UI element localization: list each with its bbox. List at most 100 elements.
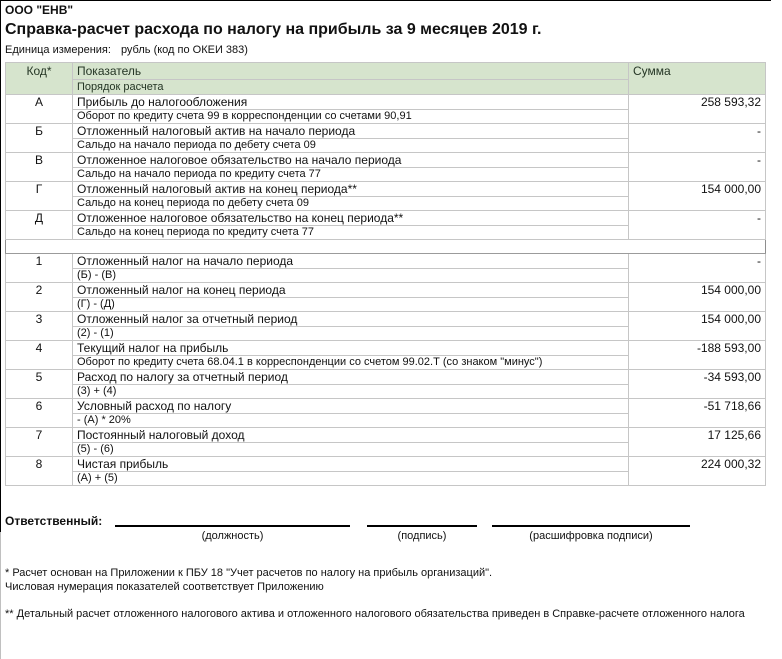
unit-label: Единица измерения:	[5, 44, 111, 56]
row-calc-order: (3) + (4)	[72, 384, 629, 399]
column-header-calc-order: Порядок расчета	[72, 79, 629, 95]
row-calc-order: Сальдо на начало периода по дебету счета…	[72, 138, 629, 153]
table-row-main: 4 Текущий налог на прибыль -188 593,00	[5, 340, 766, 370]
signature-col-name: (расшифровка подписи)	[492, 514, 690, 542]
signature-line-name	[492, 525, 690, 527]
page-left-border	[0, 0, 1, 532]
unit-value: рубль (код по ОКЕИ 383)	[120, 44, 248, 56]
row-indicator: Отложенный налоговый актив на начало пер…	[72, 123, 629, 139]
row-code: 1	[5, 253, 73, 283]
page-top-border	[0, 0, 771, 1]
column-header-sum: Сумма	[628, 62, 766, 95]
row-sum: 17 125,66	[628, 427, 766, 457]
table-row-main: Д Отложенное налоговое обязательство на к…	[5, 210, 766, 240]
row-calc-order: - (А) * 20%	[72, 413, 629, 428]
table-row-main: 6 Условный расход по налогу -51 718,66	[5, 398, 766, 428]
signature-caption-name: (расшифровка подписи)	[529, 530, 653, 542]
row-calc-order: (5) - (6)	[72, 442, 629, 457]
signature-section: Ответственный: (должность) (подпись) (ра…	[5, 514, 782, 542]
row-indicator: Отложенное налоговое обязательство на на…	[72, 152, 629, 168]
signature-col-signature: (подпись)	[367, 514, 477, 542]
table-row-main: 5 Расход по налогу за отчетный период -34 …	[5, 369, 766, 399]
table-row-main: 2 Отложенный налог на конец периода 154 00…	[5, 282, 766, 312]
table-row-main: В Отложенное налоговое обязательство на н…	[5, 152, 766, 182]
company-name: ООО "ЕНВ"	[5, 3, 74, 17]
unit-of-measure-line: Единица измерения: рубль (код по ОКЕИ 383…	[5, 44, 782, 57]
row-code: 3	[5, 311, 73, 341]
row-code: А	[5, 94, 73, 124]
table-row-main: А Прибыль до налогообложения 258 593,32	[5, 94, 766, 124]
row-code: 8	[5, 456, 73, 486]
row-code: В	[5, 152, 73, 182]
signature-line-position	[115, 525, 350, 527]
table-row-main: Г Отложенный налоговый актив на конец пер…	[5, 181, 766, 211]
row-indicator: Отложенное налоговое обязательство на ко…	[72, 210, 629, 226]
column-header-indicator: Показатель	[72, 62, 629, 80]
report-page: ООО "ЕНВ" Справка-расчет расхода по нало…	[5, 3, 782, 621]
footnote-1-line-1: * Расчет основан на Приложении к ПБУ 18 …	[5, 567, 493, 579]
column-header-code: Код*	[5, 62, 73, 95]
row-sum: -	[628, 152, 766, 182]
footnotes: * Расчет основан на Приложении к ПБУ 18 …	[5, 566, 782, 621]
table-row-main: 7 Постоянный налоговый доход 17 125,66	[5, 427, 766, 457]
signature-col-position: (должность)	[115, 514, 350, 542]
row-indicator: Отложенный налоговый актив на конец пери…	[72, 181, 629, 197]
row-indicator: Отложенный налог на начало периода	[72, 253, 629, 269]
row-sum: 258 593,32	[628, 94, 766, 124]
signature-caption-position: (должность)	[201, 530, 264, 542]
row-sum: 224 000,32	[628, 456, 766, 486]
page-left-border-lower	[0, 532, 1, 659]
row-indicator: Расход по налогу за отчетный период	[72, 369, 629, 385]
row-code: 6	[5, 398, 73, 428]
row-sum: 154 000,00	[628, 282, 766, 312]
row-sum: -188 593,00	[628, 340, 766, 370]
row-code: Б	[5, 123, 73, 153]
row-indicator: Текущий налог на прибыль	[72, 340, 629, 356]
row-code: 7	[5, 427, 73, 457]
signature-line-signature	[367, 525, 477, 527]
row-calc-order: Оборот по кредиту счета 99 в корреспонде…	[72, 109, 629, 124]
row-sum: 154 000,00	[628, 181, 766, 211]
table-row-main: Б Отложенный налоговый актив на начало пе…	[5, 123, 766, 153]
responsible-label: Ответственный:	[5, 514, 103, 528]
row-code: Г	[5, 181, 73, 211]
row-code: 2	[5, 282, 73, 312]
row-calc-order: (Б) - (В)	[72, 268, 629, 283]
row-code: 4	[5, 340, 73, 370]
row-indicator: Условный расход по налогу	[72, 398, 629, 414]
row-indicator: Прибыль до налогообложения	[72, 94, 629, 110]
row-sum: -51 718,66	[628, 398, 766, 428]
row-calc-order: (2) - (1)	[72, 326, 629, 341]
row-calc-order: Оборот по кредиту счета 68.04.1 в коррес…	[72, 355, 629, 370]
report-table-head: Код* Показатель Сумма Порядок расчета	[5, 62, 766, 95]
row-calc-order: Сальдо на конец периода по дебету счета …	[72, 196, 629, 211]
table-row-main: 8 Чистая прибыль 224 000,32	[5, 456, 766, 486]
row-indicator: Отложенный налог за отчетный период	[72, 311, 629, 327]
table-row-main: 3 Отложенный налог за отчетный период 154 …	[5, 311, 766, 341]
report-title: Справка-расчет расхода по налогу на приб…	[5, 21, 542, 38]
row-sum: -34 593,00	[628, 369, 766, 399]
header-row-sub: Порядок расчета	[6, 79, 766, 95]
footnote-2: ** Детальный расчет отложенного налогово…	[5, 608, 745, 620]
footnote-1-line-2: Числовая нумерация показателей соответст…	[5, 581, 324, 593]
row-calc-order: Сальдо на начало периода по кредиту счет…	[72, 167, 629, 182]
signature-caption-signature: (подпись)	[397, 530, 447, 542]
row-sum: -	[628, 210, 766, 240]
header-row-main: Код* Показатель Сумма	[5, 62, 766, 95]
table-row-main: 1 Отложенный налог на начало периода -	[5, 253, 766, 283]
row-indicator: Отложенный налог на конец периода	[72, 282, 629, 298]
row-indicator: Постоянный налоговый доход	[72, 427, 629, 443]
row-code: 5	[5, 369, 73, 399]
row-calc-order: (Г) - (Д)	[72, 297, 629, 312]
row-calc-order: Сальдо на конец периода по кредиту счета…	[72, 225, 629, 240]
table-row-calc: (А) + (5)	[6, 471, 766, 486]
row-sum: 154 000,00	[628, 311, 766, 341]
report-table-body: А Прибыль до налогообложения 258 593,32 Обо…	[5, 94, 766, 486]
row-sum: -	[628, 123, 766, 153]
row-calc-order: (А) + (5)	[72, 471, 629, 486]
row-code: Д	[5, 210, 73, 240]
row-sum: -	[628, 253, 766, 283]
separator-cell	[5, 239, 766, 254]
separator-row	[5, 239, 766, 254]
